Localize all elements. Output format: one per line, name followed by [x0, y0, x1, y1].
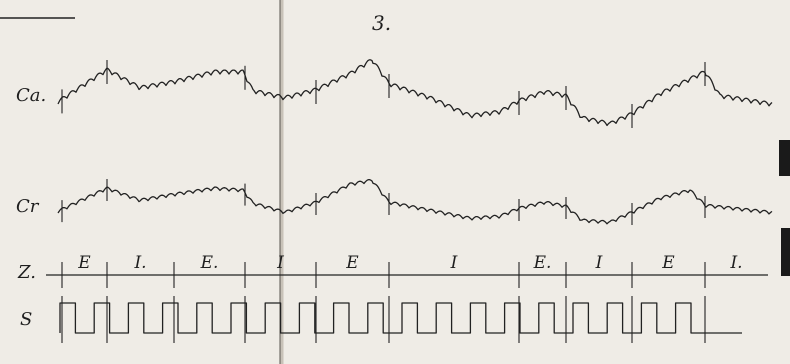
- phase-label: I: [450, 253, 458, 273]
- phase-label: E.: [533, 253, 552, 273]
- phase-labels: E I. E. I E I E. I E I.: [77, 253, 742, 273]
- phase-label: I: [276, 253, 284, 273]
- row-label-cr: Cr: [16, 196, 40, 217]
- ticks-ca: [61, 60, 706, 128]
- phase-label: I.: [729, 253, 742, 273]
- trace-s: [59, 302, 742, 334]
- trace-ca: [57, 59, 773, 127]
- row-label-ca: Ca.: [16, 85, 46, 106]
- phase-label: E: [345, 253, 359, 273]
- phase-label: I.: [133, 253, 146, 273]
- row-label-z: Z.: [17, 262, 36, 283]
- edge-mark-lower: [781, 228, 790, 276]
- phase-label: I: [595, 253, 603, 273]
- figure-number: 3.: [372, 11, 391, 35]
- edge-mark-upper: [779, 140, 790, 176]
- phase-ticks: [61, 262, 706, 288]
- phase-label: E.: [200, 253, 219, 273]
- trace-cr: [57, 178, 773, 225]
- row-label-s: S: [20, 309, 32, 330]
- ticks-s: [61, 296, 706, 343]
- phase-label: E: [661, 253, 675, 273]
- phase-label: E: [77, 253, 91, 273]
- ticks-cr: [61, 179, 706, 225]
